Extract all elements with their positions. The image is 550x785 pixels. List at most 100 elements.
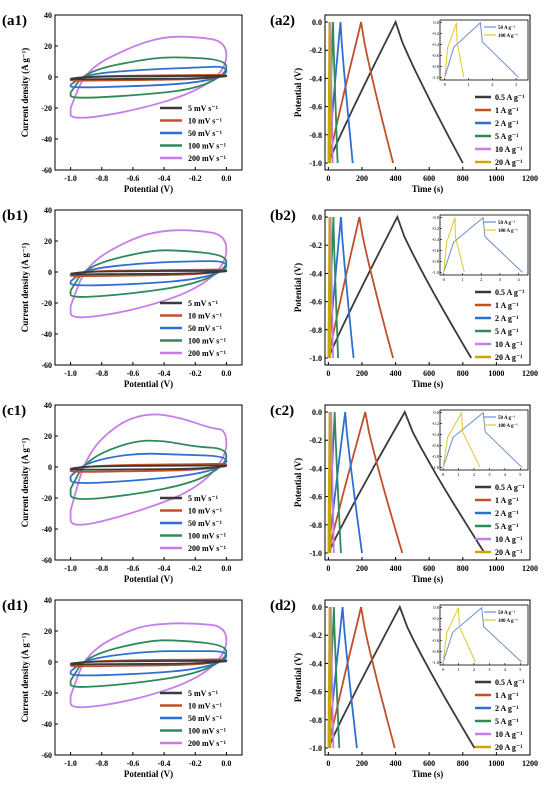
y-axis-label: Current density (A g⁻¹) (20, 438, 30, 528)
legend-label: 1 A g⁻¹ (495, 496, 519, 505)
x-tick-label: 800 (457, 369, 469, 378)
x-axis-label: Potential (V) (124, 184, 173, 194)
cv-series-green (69, 249, 228, 298)
x-tick-label: 1000 (488, 564, 504, 573)
y-tick-label: -60 (41, 556, 52, 565)
plot-frame (54, 209, 243, 366)
x-tick-label: -1.0 (64, 369, 77, 378)
legend-label: 5 mV s⁻¹ (188, 689, 219, 698)
legend-label: 200 mV s⁻¹ (188, 739, 227, 748)
inset: 0 1 2 3 4 5 -1.0 -0.8 -0.6 -0.4 -0.2 0.0 50 A g⁻¹ 100… (432, 409, 529, 477)
inset-legend-label: 100 A g⁻¹ (498, 618, 518, 624)
inset-x-tick-label: 2 (480, 277, 482, 282)
x-tick-label: -0.2 (189, 174, 202, 183)
legend-label: 0.5 A g⁻¹ (495, 678, 525, 687)
legend-label: 0.5 A g⁻¹ (495, 93, 525, 102)
legend-label: 10 A g⁻¹ (495, 145, 523, 154)
y-tick-label: -20 (41, 104, 52, 113)
cv-curves (69, 35, 228, 119)
y-tick-label: -1.0 (309, 354, 322, 363)
legend-label: 0.5 A g⁻¹ (495, 288, 525, 297)
panel-d1: -1.0 -0.8 -0.6 -0.4 -0.2 0.0 -60 -40 -20 0 20 40 (d1… (2, 596, 243, 779)
y-tick-label: -1.0 (309, 159, 322, 168)
inset-legend-label: 100 A g⁻¹ (498, 423, 518, 429)
x-axis-label: Time (s) (412, 379, 444, 389)
inset: 0 1 2 3 4 5 -1.0 -0.8 -0.6 -0.4 -0.2 0.0 50 A g⁻¹ 100… (432, 604, 529, 672)
legend-label: 10 mV s⁻¹ (188, 312, 223, 321)
legend-label: 100 mV s⁻¹ (188, 337, 227, 346)
panel-a1: -1.0 -0.8 -0.6 -0.4 -0.2 0.0 -60 -40 -20 0 20 40 (a1… (2, 11, 243, 194)
x-tick-label: 0.0 (221, 564, 231, 573)
cv-series-green (69, 439, 228, 500)
legend-label: 5 A g⁻¹ (495, 132, 519, 141)
inset-y-tick-label: -1.0 (432, 270, 440, 275)
inset-x-tick-label: 0 (443, 277, 446, 282)
y-tick-label: -1.0 (309, 744, 322, 753)
x-tick-label: -0.8 (95, 174, 108, 183)
x-tick-label: 1200 (522, 759, 538, 768)
inset-y-tick-label: -0.8 (432, 454, 440, 459)
inset-x-tick-label: 4 (504, 472, 507, 477)
panel-label: (d2) (270, 598, 296, 614)
y-tick-label: 40 (44, 206, 52, 215)
y-tick-label: -0.2 (309, 436, 322, 445)
y-axis-label: Potential (V) (293, 653, 303, 702)
gcd-curves (327, 409, 486, 554)
inset-x-tick-label: 2 (491, 82, 493, 87)
inset-x-tick-label: 1 (457, 472, 459, 477)
y-tick-label: -20 (41, 494, 52, 503)
x-tick-label: 1000 (488, 369, 504, 378)
x-tick-label: 600 (423, 174, 435, 183)
cv-series-purple (69, 229, 228, 319)
x-tick-label: 0.0 (221, 759, 231, 768)
inset-frame (439, 19, 529, 81)
legend-label: 100 mV s⁻¹ (188, 532, 227, 541)
x-tick-label: 600 (423, 759, 435, 768)
plot-frame (54, 599, 243, 756)
inset-legend-label: 100 A g⁻¹ (498, 33, 518, 39)
legend-label: 100 mV s⁻¹ (188, 142, 227, 151)
gcd-series-red (327, 216, 394, 359)
y-tick-label: -20 (41, 689, 52, 698)
panel-c2: 0 200 400 600 800 1000 1200 -1.0 -0.8 -0.6 -0.4 -0.… (270, 403, 538, 584)
x-tick-label: 200 (356, 759, 368, 768)
legend-label: 20 A g⁻¹ (495, 353, 523, 362)
legend-label: 10 A g⁻¹ (495, 340, 523, 349)
inset-series-inset_yellow (442, 607, 476, 663)
inset-x-tick-label: 2 (473, 667, 475, 672)
x-tick-label: -0.4 (158, 564, 171, 573)
inset-x-tick-label: 3 (488, 667, 491, 672)
inset-y-tick-label: -0.8 (432, 64, 440, 69)
panel-label: (b1) (2, 208, 28, 224)
y-tick-label: -0.8 (309, 326, 322, 335)
inset-x-tick-label: 3 (499, 277, 502, 282)
inset-y-tick-label: -0.6 (432, 248, 440, 253)
y-tick-label: 40 (44, 11, 52, 20)
cv-series-green (69, 56, 228, 99)
inset-y-tick-label: -0.8 (432, 649, 440, 654)
legend-label: 0.5 A g⁻¹ (495, 483, 525, 492)
y-axis-label: Potential (V) (293, 68, 303, 117)
legend-label: 50 mV s⁻¹ (188, 324, 223, 333)
x-tick-label: 200 (356, 564, 368, 573)
legend-label: 5 A g⁻¹ (495, 717, 519, 726)
inset-y-tick-label: -1.0 (432, 465, 440, 470)
x-tick-label: 1200 (522, 564, 538, 573)
inset-series-inset_blue (444, 21, 519, 78)
inset-y-tick-label: -1.0 (432, 75, 440, 80)
x-tick-label: -0.8 (95, 369, 108, 378)
legend-label: 20 A g⁻¹ (495, 158, 523, 167)
legend-label: 200 mV s⁻¹ (188, 349, 227, 358)
x-tick-label: -0.2 (189, 369, 202, 378)
legend-label: 2 A g⁻¹ (495, 119, 519, 128)
legend-label: 5 mV s⁻¹ (188, 299, 219, 308)
legend-label: 100 mV s⁻¹ (188, 727, 227, 736)
x-tick-label: -0.2 (189, 759, 202, 768)
x-tick-label: -0.4 (158, 369, 171, 378)
y-tick-label: 0 (48, 268, 52, 277)
panel-label: (d1) (2, 598, 28, 614)
legend-label: 10 mV s⁻¹ (188, 117, 223, 126)
panel-label: (a2) (270, 13, 295, 29)
y-tick-label: -1.0 (309, 549, 322, 558)
